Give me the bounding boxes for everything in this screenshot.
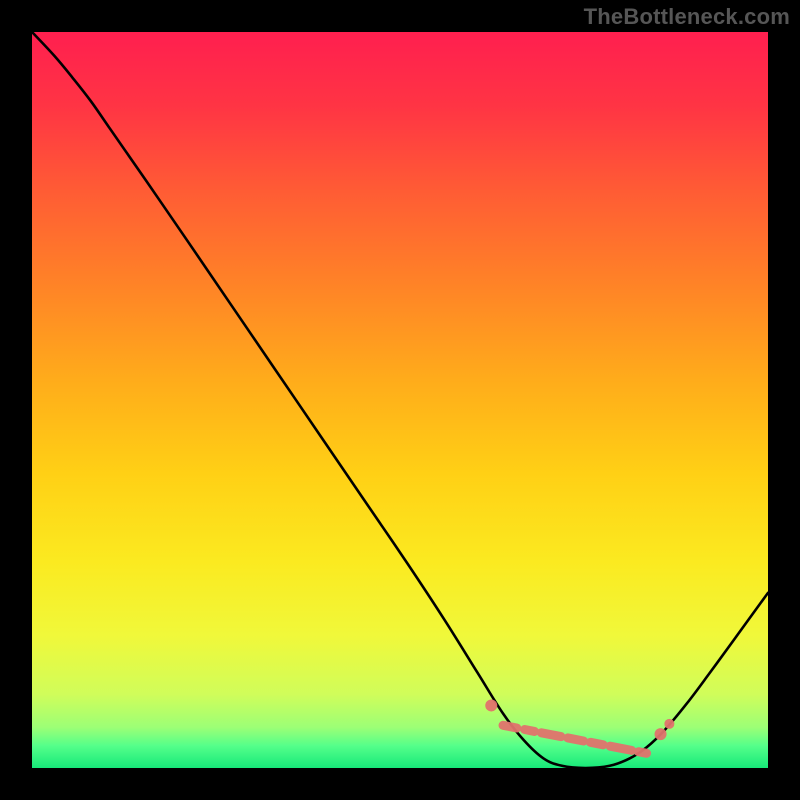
gradient-background [32,32,768,768]
bottleneck-chart [0,0,800,800]
marker-dot [485,699,497,711]
marker-dot [655,728,667,740]
marker-dot [664,719,674,729]
chart-stage: TheBottleneck.com [0,0,800,800]
watermark-text: TheBottleneck.com [584,4,790,30]
